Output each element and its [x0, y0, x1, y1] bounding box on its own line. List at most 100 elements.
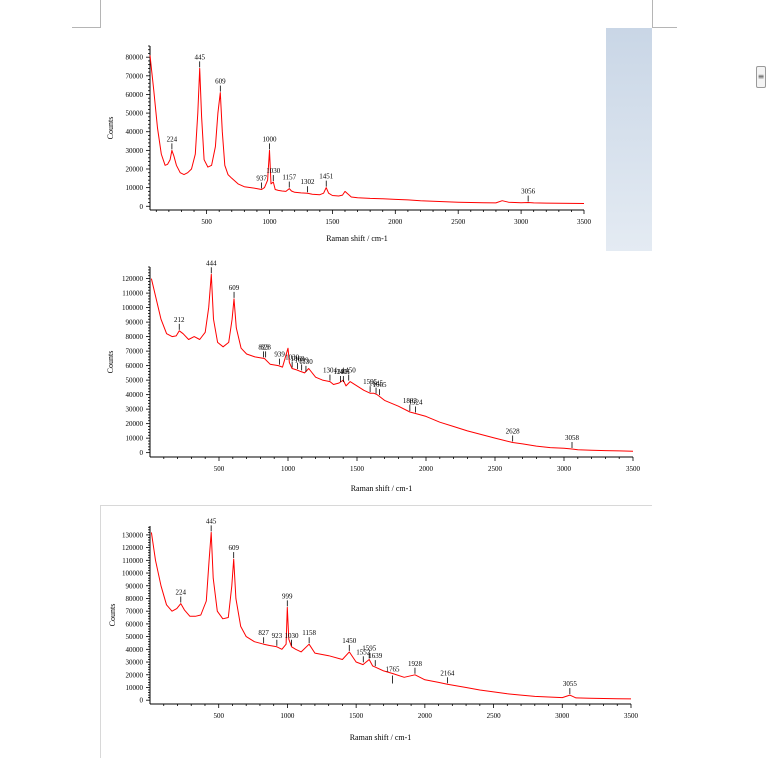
spectrum-line — [149, 55, 585, 204]
menu-lines-icon[interactable]: ≡ — [756, 66, 766, 88]
x-tick-label: 3500 — [577, 218, 592, 226]
crop-mark-right-horizontal — [653, 27, 677, 28]
crop-mark-left — [100, 0, 101, 28]
y-tick-label: 110000 — [122, 290, 143, 298]
x-axis-title: Raman shift / cm-1 — [350, 733, 412, 742]
peak-label: 1069 — [291, 355, 306, 363]
peak-label: 1401 — [336, 368, 351, 376]
y-tick-label: 30000 — [126, 406, 144, 414]
y-axis-title: Counts — [106, 351, 115, 374]
y-tick-label: 90000 — [126, 319, 144, 327]
x-tick-label: 500 — [214, 465, 225, 473]
y-tick-label: 0 — [140, 697, 144, 705]
y-tick-label: 60000 — [126, 362, 144, 370]
y-tick-label: 0 — [140, 203, 144, 211]
x-tick-label: 3500 — [624, 712, 639, 720]
y-tick-label: 30000 — [126, 659, 144, 667]
peak-label: 1928 — [408, 660, 423, 668]
peak-label: 224 — [167, 135, 178, 143]
peak-label: 1030 — [266, 167, 281, 175]
peak-label: 1451 — [319, 173, 334, 181]
peak-label: 1595 — [362, 645, 377, 653]
peak-label: 937 — [256, 175, 267, 183]
peak-label: 3058 — [565, 434, 580, 442]
raman-spectrum-chart-2: 0 10000 20000 30000 40000 50000 60000 70000 8000… — [106, 259, 641, 493]
y-tick-label: 60000 — [126, 91, 144, 99]
peak-label: 1595 — [363, 378, 378, 386]
side-panel-background — [606, 28, 652, 251]
peak-label: 1450 — [342, 637, 357, 645]
x-axis-title: Raman shift / cm-1 — [351, 484, 413, 493]
y-tick-label: 0 — [140, 449, 144, 457]
x-tick-label: 1500 — [349, 712, 364, 720]
peak-label: 1000 — [263, 135, 278, 143]
peak-label: 3056 — [521, 188, 536, 196]
peak-label: 1552 — [356, 648, 371, 656]
peak-label: 823 — [258, 343, 269, 351]
peak-label: 1302 — [300, 178, 315, 186]
peak-label: 609 — [228, 544, 239, 552]
raman-spectrum-chart-1: 0 10000 20000 30000 40000 50000 60000 70000 8000… — [106, 45, 592, 243]
raman-spectrum-chart-3: 0 10000 20000 30000 40000 50000 60000 70000 8000… — [108, 517, 639, 742]
y-tick-label: 60000 — [126, 620, 144, 628]
peak-label: 1450 — [342, 367, 357, 375]
y-tick-label: 70000 — [126, 608, 144, 616]
peak-label: 999 — [282, 592, 293, 600]
y-tick-label: 120000 — [122, 544, 144, 552]
x-tick-label: 3000 — [514, 218, 529, 226]
y-axis-title: Counts — [108, 604, 117, 627]
x-tick-label: 2000 — [388, 218, 403, 226]
crop-mark-right — [652, 0, 653, 28]
y-tick-label: 130000 — [122, 531, 144, 539]
y-tick-label: 80000 — [126, 333, 144, 341]
y-tick-label: 50000 — [126, 110, 144, 118]
x-tick-label: 2500 — [488, 465, 503, 473]
y-tick-label: 50000 — [126, 633, 144, 641]
figure-border-top — [100, 505, 652, 506]
peak-label: 1304 — [323, 367, 338, 375]
peak-label: 1924 — [409, 398, 424, 406]
y-tick-label: 70000 — [126, 72, 144, 80]
peak-label: 2628 — [506, 427, 521, 435]
y-tick-label: 80000 — [126, 54, 144, 62]
peak-label: 2164 — [440, 669, 455, 677]
y-tick-label: 40000 — [126, 128, 144, 136]
y-tick-label: 20000 — [126, 671, 144, 679]
x-tick-label: 1000 — [263, 218, 278, 226]
peak-label: 1639 — [368, 652, 383, 660]
y-tick-label: 10000 — [126, 184, 144, 192]
peak-label: 445 — [206, 517, 217, 525]
peak-label: 1381 — [334, 368, 349, 376]
y-tick-label: 100000 — [122, 304, 144, 312]
y-tick-label: 120000 — [122, 275, 144, 283]
peak-label: 212 — [174, 316, 185, 324]
y-tick-label: 10000 — [126, 684, 144, 692]
peak-label: 1645 — [369, 380, 384, 388]
x-tick-label: 3500 — [626, 465, 641, 473]
y-tick-label: 70000 — [126, 348, 144, 356]
y-tick-label: 10000 — [126, 435, 144, 443]
peak-label: 828 — [260, 343, 271, 351]
x-tick-label: 500 — [213, 712, 224, 720]
y-tick-label: 110000 — [122, 557, 143, 565]
peak-label: 444 — [206, 259, 217, 267]
peak-label: 939 — [274, 351, 285, 359]
y-tick-label: 20000 — [126, 420, 144, 428]
peak-label: 609 — [215, 78, 226, 86]
peak-label: 1099 — [295, 356, 310, 364]
peak-label: 923 — [272, 632, 283, 640]
y-tick-label: 50000 — [126, 377, 144, 385]
y-tick-label: 80000 — [126, 595, 144, 603]
x-tick-label: 1000 — [280, 712, 295, 720]
x-tick-label: 2000 — [418, 712, 433, 720]
y-tick-label: 40000 — [126, 391, 144, 399]
y-tick-label: 90000 — [126, 582, 144, 590]
peak-label: 1130 — [299, 358, 313, 366]
peak-label: 1665 — [372, 381, 387, 389]
peak-label: 1030 — [285, 354, 300, 362]
peak-label: 1157 — [282, 174, 296, 182]
y-tick-label: 40000 — [126, 646, 144, 654]
x-tick-label: 3000 — [557, 465, 572, 473]
peak-label: 1765 — [386, 665, 401, 673]
x-tick-label: 2000 — [419, 465, 434, 473]
